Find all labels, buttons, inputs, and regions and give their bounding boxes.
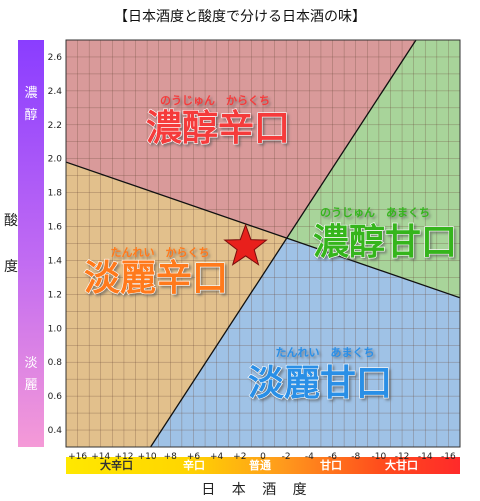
zone-name-label: 濃醇辛口 [146, 108, 290, 149]
x-tick-label: +8 [164, 452, 178, 462]
y-tick-label: 0.6 [48, 392, 63, 402]
x-axis-title: 日 本 酒 度 [201, 482, 313, 498]
y-axis-title-1: 酸 [4, 213, 18, 229]
x-tick-label: +2 [233, 452, 246, 462]
y-tick-label: 1.2 [48, 290, 62, 300]
boundary-line-2 [150, 40, 417, 447]
region-rich-sweet [286, 40, 460, 298]
region-light-dry [66, 162, 287, 447]
chart-title: 【日本酒度と酸度で分ける日本酒の味】 [114, 9, 366, 25]
x-tick-label: +16 [68, 452, 87, 462]
acidity-gradient-bar [18, 40, 44, 447]
y-tick-label: 2.2 [48, 121, 62, 131]
bar-label-rich-1: 濃 [24, 86, 38, 101]
x-tick-label: -16 [441, 452, 456, 462]
y-tick-label: 2.6 [48, 53, 63, 63]
band-label-dry: 辛口 [183, 459, 205, 472]
x-tick-label: -8 [351, 452, 360, 462]
zone-reading-label: のうじゅん からくち [160, 94, 270, 107]
y-tick-label: 0.8 [48, 358, 63, 368]
region-rich-dry [66, 40, 416, 239]
y-tick-label: 1.8 [48, 189, 63, 199]
sweetness-gradient-bar [66, 457, 460, 474]
x-tick-label: 0 [260, 452, 266, 462]
zone-reading-label: たんれい あまくち [276, 346, 375, 359]
band-label-very-sweet: 大甘口 [385, 459, 418, 472]
y-tick-label: 1.6 [48, 223, 63, 233]
y-tick-label: 2.0 [48, 155, 63, 165]
x-tick-label: -10 [372, 452, 387, 462]
band-label-sweet: 甘口 [320, 459, 342, 472]
y-tick-label: 0.4 [48, 426, 63, 436]
bar-label-rich-2: 醇 [24, 108, 38, 123]
x-tick-label: -4 [305, 452, 314, 462]
x-tick-label: +12 [114, 452, 133, 462]
zone-name-label: 淡麗甘口 [248, 363, 392, 404]
x-tick-label: -2 [282, 452, 291, 462]
region-light-sweet [150, 238, 460, 447]
x-tick-label: +4 [210, 452, 224, 462]
plot-frame [65, 39, 461, 448]
x-tick-label: -14 [418, 452, 433, 462]
x-tick-label: +14 [91, 452, 110, 462]
band-label-normal: 普通 [249, 459, 271, 472]
bar-label-light-2: 麗 [24, 378, 38, 393]
bar-label-light-1: 淡 [24, 356, 38, 371]
zone-reading-label: のうじゅん あまくち [320, 206, 430, 219]
y-tick-label: 1.0 [48, 324, 63, 334]
x-tick-label: -6 [328, 452, 337, 462]
band-label-very-dry: 大辛口 [100, 459, 133, 472]
zone-name-label: 淡麗辛口 [84, 258, 228, 299]
x-tick-label: +6 [187, 452, 201, 462]
y-axis-title-2: 度 [4, 259, 18, 275]
boundary-line-1 [66, 161, 460, 299]
x-tick-label: -12 [395, 452, 410, 462]
y-tick-label: 2.4 [48, 87, 63, 97]
y-tick-label: 1.4 [48, 256, 63, 266]
zone-reading-label: たんれい からくち [111, 246, 210, 259]
zone-name-label: 濃醇甘口 [313, 222, 457, 263]
star-marker [223, 223, 268, 266]
x-tick-label: +10 [138, 452, 157, 462]
